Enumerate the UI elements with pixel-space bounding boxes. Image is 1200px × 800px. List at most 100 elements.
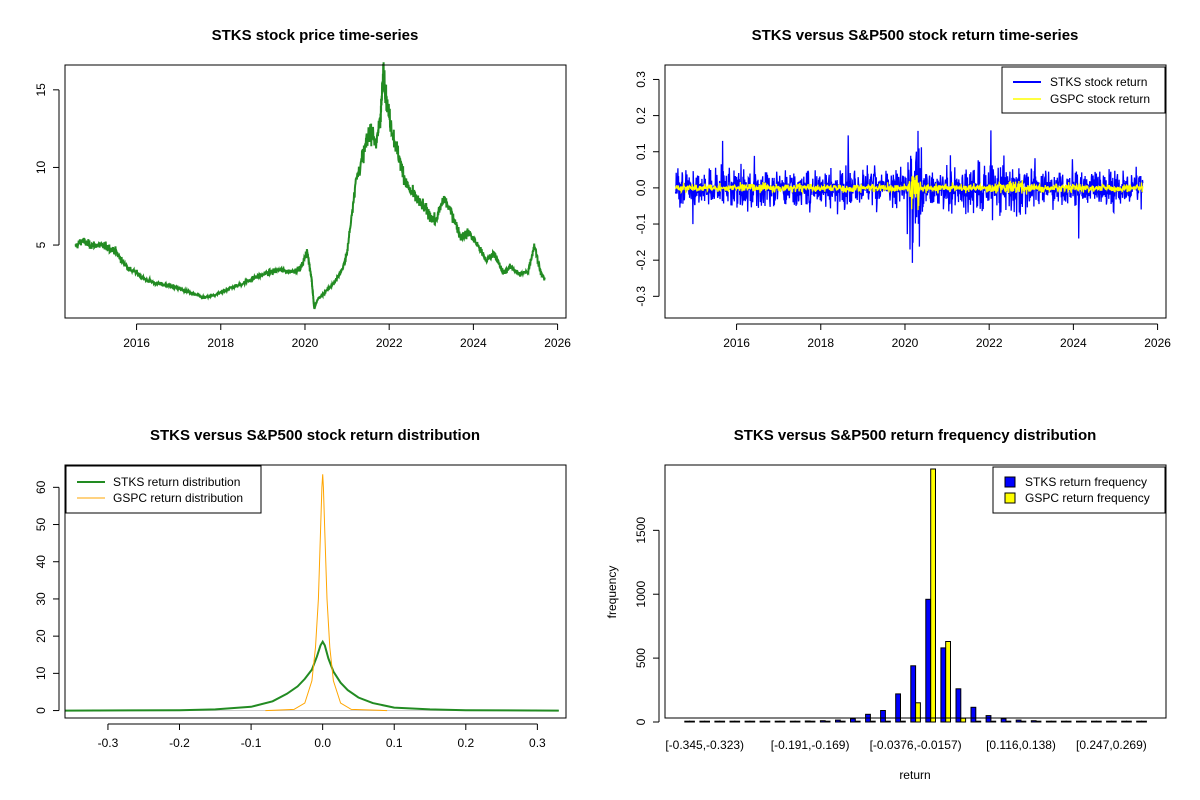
panel-histogram: STKS versus S&P500 return frequency dist… — [605, 427, 1167, 782]
x-tick-label: 0.0 — [314, 736, 331, 750]
x-tick-label: [0.116,0.138) — [986, 738, 1056, 752]
stks-frequency-bar — [1076, 720, 1082, 723]
gspc-frequency-bar — [734, 720, 741, 723]
x-tick-label: 2018 — [207, 336, 234, 350]
stks-frequency-bar — [1015, 719, 1022, 723]
stks-frequency-bar — [774, 720, 781, 723]
x-tick-label: 2016 — [723, 336, 750, 350]
gspc-frequency-bar — [1141, 720, 1147, 723]
x-tick-label: 2024 — [460, 336, 487, 350]
x-tick-label: 2022 — [376, 336, 403, 350]
y-tick-label: 0.0 — [634, 179, 648, 196]
density-chart-title: STKS versus S&P500 stock return distribu… — [150, 427, 480, 444]
stks-frequency-bar — [1000, 718, 1007, 723]
y-tick-label: 0.1 — [634, 143, 648, 160]
y-tick-label: 0.3 — [634, 71, 648, 88]
stks-frequency-bar — [940, 647, 947, 723]
gspc-frequency-bar — [900, 720, 906, 723]
y-tick-label: 60 — [34, 480, 48, 494]
gspc-frequency-bar — [764, 720, 771, 723]
histogram-plot-frame — [664, 464, 1167, 719]
stks-frequency-bar — [714, 720, 721, 723]
stks-frequency-bar — [850, 718, 856, 723]
stks-frequency-bar — [1106, 720, 1112, 723]
legend-label-stks: STKS stock return — [1050, 75, 1147, 89]
stks-frequency-bar — [699, 720, 706, 723]
stks-frequency-bar — [744, 720, 751, 723]
stks-frequency-bar — [1030, 720, 1037, 723]
legend-box — [1001, 66, 1166, 114]
stks-frequency-bar — [970, 706, 977, 723]
x-tick-label: 0.3 — [529, 736, 546, 750]
gspc-density-line — [265, 474, 388, 712]
legend-label-stks-density: STKS return distribution — [113, 475, 240, 489]
x-tick-label: 0.1 — [386, 736, 403, 750]
price-series-line — [74, 62, 546, 310]
stks-frequency-bar — [910, 665, 917, 723]
y-tick-label: 40 — [34, 555, 48, 569]
legend-label-gspc-freq: GSPC return frequency — [1025, 491, 1150, 505]
x-tick-label: [-0.345,-0.323) — [665, 738, 744, 752]
stks-frequency-bar — [1045, 720, 1052, 723]
stks-frequency-bar — [759, 720, 766, 723]
gspc-frequency-bar — [839, 720, 846, 723]
stks-density-line — [64, 639, 559, 712]
histogram-legend: STKS return frequency GSPC return freque… — [992, 466, 1166, 514]
stks-frequency-bar — [835, 719, 841, 723]
stks-frequency-bar — [819, 720, 826, 723]
x-tick-label: 2020 — [892, 336, 919, 350]
panel-density: STKS versus S&P500 stock return distribu… — [34, 427, 567, 750]
stks-frequency-bar — [880, 710, 886, 723]
gspc-frequency-bar — [1110, 720, 1117, 723]
gspc-frequency-bar — [1050, 720, 1057, 723]
return-series-title: STKS versus S&P500 stock return time-ser… — [752, 27, 1079, 44]
gspc-frequency-bar — [1095, 720, 1102, 723]
x-tick-label: [0.247,0.269) — [1076, 738, 1147, 752]
stks-frequency-bar — [955, 688, 962, 723]
price-chart-title: STKS stock price time-series — [212, 27, 419, 44]
stks-frequency-bar — [985, 715, 992, 723]
histogram-title: STKS versus S&P500 return frequency dist… — [734, 427, 1097, 444]
x-tick-label: [-0.0376,-0.0157) — [870, 738, 962, 752]
y-tick-label: 500 — [634, 648, 648, 668]
gspc-frequency-bar — [930, 468, 937, 723]
x-tick-label: -0.2 — [169, 736, 190, 750]
x-tick-label: 2022 — [976, 336, 1003, 350]
legend-swatch-stks-freq — [1004, 476, 1016, 488]
gspc-frequency-bar — [1126, 720, 1132, 723]
y-tick-label: 0 — [34, 707, 48, 714]
x-tick-label: 2018 — [807, 336, 834, 350]
gspc-frequency-bar — [1080, 720, 1087, 723]
return-series-marks: 2016 2018 2020 2022 2024 2026 -0.3 -0.2 -0.1 0.0 0… — [634, 71, 1171, 350]
y-tick-label: -0.1 — [634, 213, 648, 234]
stks-frequency-bar — [684, 720, 691, 723]
stks-frequency-bar — [804, 720, 811, 723]
x-tick-label: -0.1 — [241, 736, 262, 750]
legend-label-gspc: GSPC stock return — [1050, 92, 1150, 106]
y-tick-label: 1000 — [634, 581, 648, 608]
x-tick-label: -0.3 — [98, 736, 119, 750]
gspc-frequency-bar — [779, 720, 786, 723]
panel-price: STKS stock price time-series 2016 2018 202… — [34, 27, 571, 350]
y-tick-label: 10 — [34, 160, 48, 174]
y-tick-label: 5 — [34, 241, 48, 248]
gspc-frequency-bar — [749, 720, 756, 723]
stks-frequency-bar — [729, 720, 736, 723]
gspc-frequency-bar — [915, 702, 921, 723]
x-tick-label: 0.2 — [457, 736, 474, 750]
stks-frequency-bar — [1121, 720, 1127, 723]
x-tick-label: 2026 — [544, 336, 571, 350]
gspc-frequency-bar — [975, 720, 982, 723]
stks-frequency-bar — [1136, 720, 1142, 723]
stks-frequency-bar — [1060, 720, 1067, 723]
price-plot-frame — [64, 64, 567, 319]
legend-box — [65, 465, 262, 514]
y-tick-label: 10 — [34, 666, 48, 680]
y-tick-label: 0.2 — [634, 107, 648, 124]
gspc-frequency-bar — [885, 720, 891, 723]
legend-box — [992, 466, 1166, 514]
gspc-frequency-bar — [689, 720, 695, 723]
gspc-frequency-bar — [945, 641, 952, 723]
density-plot-frame — [64, 464, 567, 719]
